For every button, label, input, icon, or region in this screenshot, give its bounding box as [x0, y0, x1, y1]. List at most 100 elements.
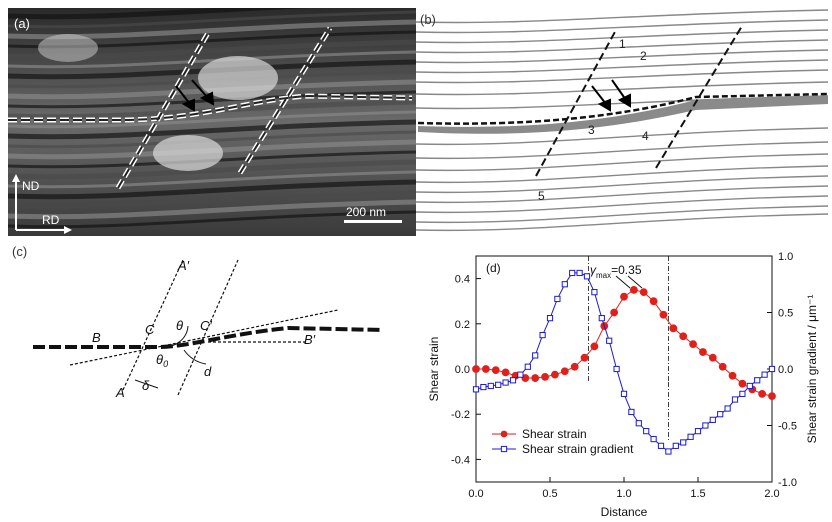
lamella-band: [8, 190, 416, 209]
shear-strain-gradient-point: [517, 371, 524, 378]
shear-strain-gradient-point: [650, 435, 657, 443]
shear-strain-gradient-point: [717, 411, 724, 418]
shear-strain-point: [570, 362, 579, 371]
lamella-trace: [416, 153, 828, 172]
shear-strain-gradient-point: [768, 365, 776, 373]
lamella-number-3: 3: [588, 123, 595, 137]
lamella-trace: [416, 205, 828, 224]
nd-arrow-head: [12, 174, 20, 182]
shear-strain-point: [629, 286, 638, 294]
label-delta: δ: [142, 378, 150, 393]
lamella-trace: [416, 165, 828, 184]
delta-arrow: [134, 379, 159, 389]
y-right-tick-label: 1.0: [778, 251, 793, 263]
shear-strain-point: [699, 348, 707, 356]
panel-label: (c): [12, 244, 27, 259]
lamella-trace: [416, 195, 828, 214]
shear-strain-point: [738, 379, 747, 388]
theta0-arc: [161, 325, 189, 347]
lamella-trace: [416, 9, 828, 24]
rd-label: RD: [42, 213, 60, 227]
lamella-trace: [416, 95, 828, 110]
shear-strain-gradient-point: [472, 386, 480, 393]
label-B: B: [92, 330, 101, 345]
shear-strain-gradient-point: [487, 382, 494, 390]
shear-strain-gradient-point: [546, 315, 554, 322]
shear-strain-point: [620, 292, 628, 301]
shear-strain-gradient-point: [680, 439, 687, 446]
shear-strain-point: [639, 288, 648, 297]
band-left-dash: [535, 29, 617, 177]
shear-strain-gradient-point: [724, 405, 731, 412]
series-line-shear-strain: [476, 289, 773, 397]
y-left-tick-label: 0.2: [455, 319, 470, 331]
shear-strain-point: [669, 324, 678, 333]
shear-band-fill: [418, 96, 828, 134]
chart-series: [472, 269, 776, 455]
panel-a-canvas: (a) ND RD 200 nm: [8, 8, 416, 236]
arrow-line: [175, 85, 191, 105]
shear-strain-point: [541, 373, 549, 381]
band-center-line-inner: [8, 94, 413, 121]
lamella-band: [8, 70, 416, 89]
shear-strain-gradient-point: [739, 390, 746, 397]
lamella-number-4: 4: [642, 129, 649, 143]
shear-strain-point: [610, 308, 619, 317]
shear-strain-point: [768, 392, 776, 401]
lamella-band: [8, 10, 416, 29]
band-right-dash: [655, 25, 743, 169]
d-arc: [183, 349, 207, 365]
label-theta: θ: [176, 318, 183, 333]
label-A: A: [115, 385, 125, 400]
lamella-trace: [416, 185, 828, 204]
shear-band-lines-inner: [8, 27, 413, 189]
chart-ticks: 0.0 0.5 1.0 1.5 2.0 -0.4 -0.2 0.0 0.2 0.4 -1.0 -0.5…: [451, 251, 797, 500]
shear-strain-gradient-point: [495, 381, 502, 388]
tangent-line: [69, 309, 339, 366]
shear-strain-gradient-point: [731, 396, 739, 403]
x-tick-label: 0.5: [542, 488, 557, 500]
label-theta0: θ0: [156, 352, 168, 369]
shear-arrows-b: [591, 79, 631, 112]
y-left-tick-label: -0.2: [451, 409, 470, 421]
panel-label: (b): [420, 12, 436, 27]
lamella-band: [8, 99, 416, 120]
y-right-tick-label: -0.5: [778, 421, 797, 433]
lamella-number-1: 1: [619, 37, 626, 51]
lamella-band: [8, 110, 416, 129]
shear-strain-gradient-point: [606, 337, 613, 344]
shear-strain-gradient-point: [583, 273, 591, 280]
lamella-trace: [416, 39, 828, 54]
shear-strain-gradient-point: [635, 420, 642, 427]
shear-strain-point: [491, 366, 500, 375]
shear-strain-gradient-point: [620, 390, 628, 397]
shear-strain-gradient-point: [502, 379, 509, 386]
micrograph-lamellae: [8, 8, 416, 229]
panel-d-chart: 0.0 0.5 1.0 1.5 2.0 -0.4 -0.2 0.0 0.2 0.4 -1.0 -0.5…: [416, 240, 832, 522]
shear-strain-gradient-point: [754, 377, 761, 384]
arrow-line: [191, 79, 209, 99]
legend-label: Shear strain gradient: [522, 442, 634, 456]
shear-strain-gradient-point: [480, 383, 487, 391]
panel-label: (d): [486, 261, 501, 275]
shear-strain-point: [551, 370, 559, 379]
lamella-trace: [416, 29, 828, 44]
scale-bar-label: 200 nm: [346, 205, 386, 219]
shear-strain-gradient-point: [694, 428, 702, 435]
shear-strain-point: [472, 365, 480, 373]
lamella-band: [8, 119, 416, 140]
label-d: d: [204, 364, 212, 379]
shear-strain-point: [481, 365, 490, 373]
y-left-tick-label: 0.4: [455, 274, 470, 286]
lamella-trace: [416, 19, 828, 34]
shear-strain-gradient-point: [628, 408, 635, 416]
shear-strain-gradient-point: [672, 442, 679, 449]
bright-region: [153, 135, 223, 171]
shear-strain-gradient-point: [591, 289, 598, 296]
label-C: C: [145, 322, 155, 337]
bright-region: [38, 34, 98, 62]
x-tick-label: 1.5: [690, 488, 705, 500]
shear-strain-gradient-point: [598, 315, 605, 322]
lamella-traces: [416, 9, 828, 232]
